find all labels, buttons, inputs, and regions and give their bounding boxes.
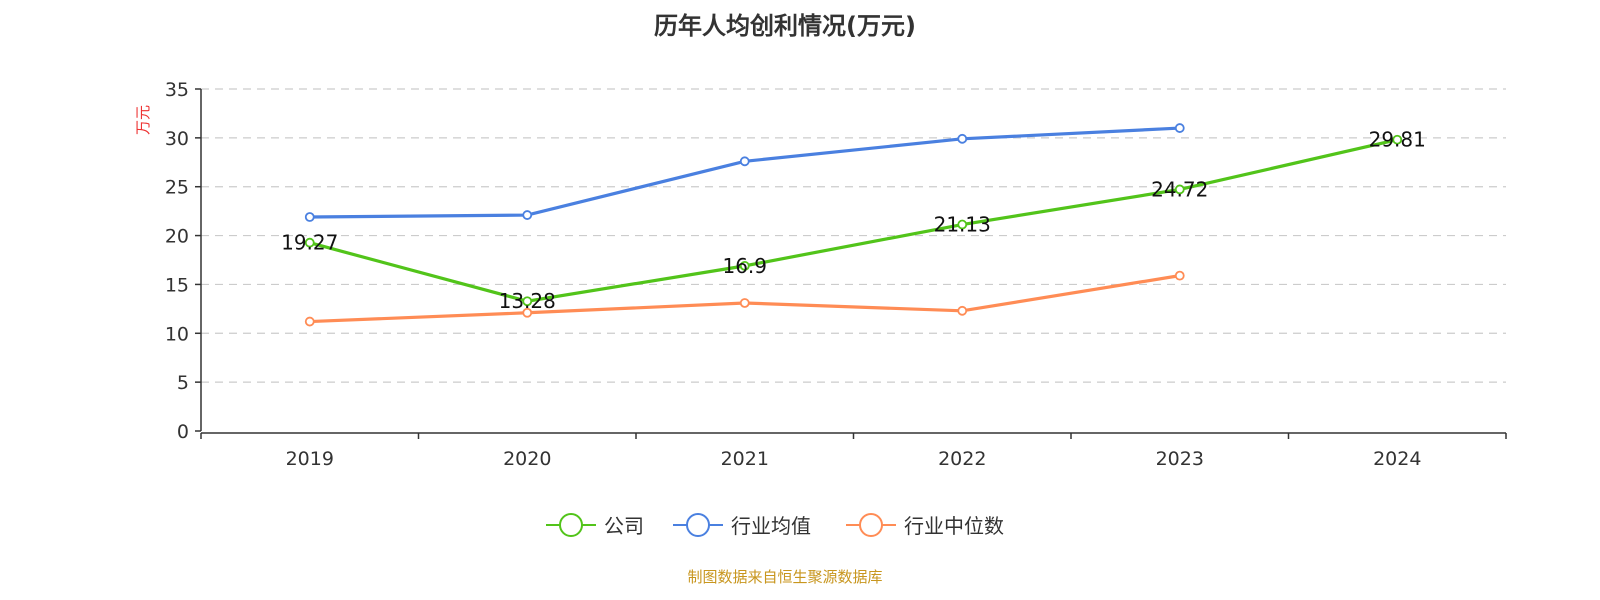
legend-marker bbox=[859, 513, 883, 537]
y-tick-label: 10 bbox=[165, 323, 189, 345]
data-point bbox=[1174, 270, 1185, 281]
data-point bbox=[522, 307, 533, 318]
legend-marker bbox=[686, 513, 710, 537]
data-point bbox=[304, 237, 315, 248]
series-line bbox=[309, 138, 1398, 303]
x-tick-label: 2019 bbox=[286, 448, 334, 470]
legend-label: 公司 bbox=[604, 514, 644, 538]
y-tick-label: 20 bbox=[165, 226, 189, 248]
y-tick-label: 0 bbox=[177, 421, 189, 443]
data-label: 24.72 bbox=[1151, 177, 1208, 201]
data-point bbox=[304, 212, 315, 222]
data-point bbox=[957, 133, 968, 144]
data-point bbox=[739, 260, 750, 271]
data-label: 19.27 bbox=[281, 231, 338, 255]
y-tick-label: 5 bbox=[177, 372, 189, 394]
y-tick-label: 15 bbox=[165, 274, 189, 296]
data-point bbox=[522, 210, 533, 220]
data-point bbox=[739, 298, 750, 308]
legend-label: 行业均值 bbox=[731, 514, 811, 538]
data-point bbox=[739, 156, 750, 167]
y-tick-label: 35 bbox=[165, 79, 189, 101]
chart-title: 历年人均创利情况(万元) bbox=[654, 12, 916, 40]
data-point bbox=[522, 296, 533, 307]
legend-marker bbox=[559, 513, 583, 537]
y-tick-label: 30 bbox=[165, 128, 189, 150]
data-label: 21.13 bbox=[934, 213, 991, 237]
data-point bbox=[957, 305, 968, 316]
y-axis-label: 万元 bbox=[134, 105, 152, 135]
x-tick-label: 2021 bbox=[721, 448, 769, 470]
data-label: 13.28 bbox=[499, 289, 556, 313]
legend-label: 行业中位数 bbox=[904, 514, 1004, 538]
data-point bbox=[1392, 134, 1403, 145]
series-line bbox=[309, 126, 1180, 219]
data-point bbox=[1174, 184, 1185, 195]
data-point bbox=[1174, 123, 1185, 133]
data-source-note: 制图数据来自恒生聚源数据库 bbox=[687, 568, 883, 586]
x-tick-label: 2022 bbox=[938, 448, 986, 470]
data-label: 29.81 bbox=[1369, 128, 1426, 152]
x-tick-label: 2024 bbox=[1373, 448, 1421, 470]
data-point bbox=[304, 316, 315, 327]
data-point bbox=[957, 219, 968, 230]
x-tick-label: 2020 bbox=[503, 448, 551, 470]
y-tick-label: 25 bbox=[165, 177, 189, 199]
data-label: 16.9 bbox=[722, 254, 767, 278]
x-tick-label: 2023 bbox=[1156, 448, 1204, 470]
